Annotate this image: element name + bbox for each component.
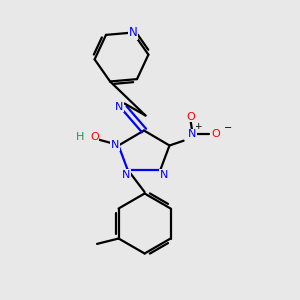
Text: O: O — [211, 129, 220, 139]
Text: −: − — [224, 122, 232, 133]
Text: N: N — [160, 170, 168, 180]
Text: O: O — [90, 132, 99, 142]
Text: N: N — [122, 170, 130, 180]
Text: N: N — [115, 101, 123, 112]
Text: +: + — [194, 122, 202, 131]
Text: H: H — [76, 132, 84, 142]
Text: N: N — [188, 129, 196, 139]
Text: N: N — [128, 26, 137, 39]
Text: N: N — [111, 140, 119, 151]
Text: O: O — [186, 112, 195, 122]
